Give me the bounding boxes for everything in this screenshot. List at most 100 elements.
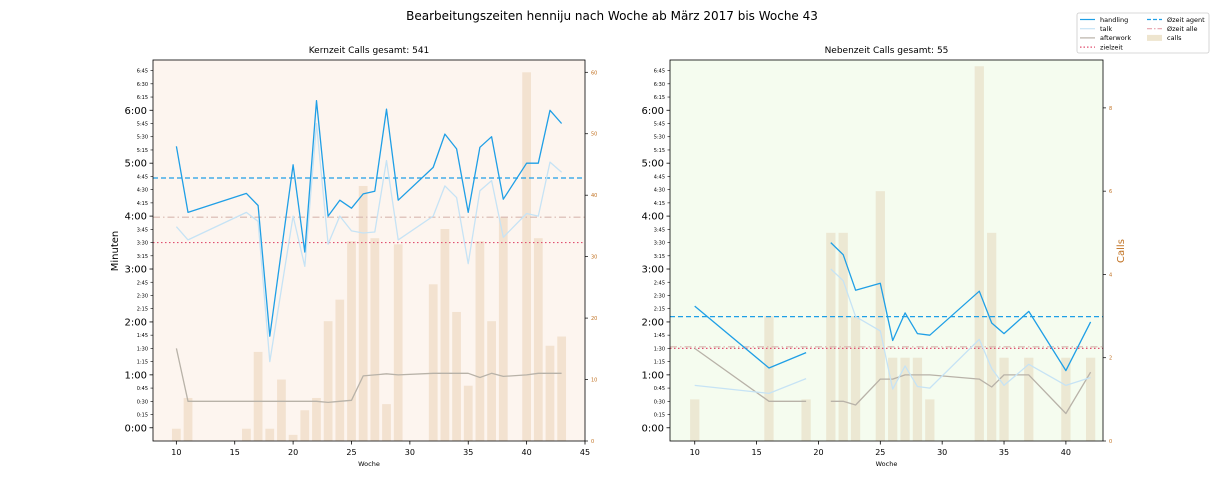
y-minor-tick-label: 6:45	[137, 69, 148, 75]
calls-bar	[1085, 357, 1096, 441]
y-minor-tick-label: 2:45	[654, 280, 665, 286]
y-tick-label: 2:00	[642, 317, 664, 328]
calls-bar	[826, 232, 836, 441]
x-tick-label: 25	[346, 448, 356, 457]
calls-tick-label: 10	[591, 378, 597, 384]
calls-bar	[288, 434, 298, 441]
series-line-talk	[175, 122, 563, 363]
calls-bar	[801, 399, 811, 441]
y-minor-tick-label: 1:45	[137, 333, 148, 339]
plot-frame	[152, 59, 586, 442]
calls-bar	[440, 228, 450, 441]
y-tick-label: 3:00	[125, 265, 147, 276]
calls-bar	[335, 299, 345, 441]
x-tick-label: 15	[230, 448, 240, 457]
x-axis-label: Woche	[358, 460, 380, 468]
y-minor-tick-label: 6:30	[654, 82, 665, 88]
y-tick-label: 1:00	[642, 370, 664, 381]
calls-bar	[900, 357, 910, 441]
calls-tick-label: 4	[1109, 272, 1112, 278]
series-line-talk	[694, 377, 807, 395]
calls-bar	[242, 428, 251, 441]
calls-bar	[974, 66, 984, 441]
y-tick-label: 4:00	[642, 212, 664, 223]
y-minor-tick-label: 2:15	[137, 307, 148, 313]
y-axis-label-minutes: Minuten	[110, 231, 121, 272]
y-minor-tick-label: 1:45	[654, 333, 665, 339]
y-minor-tick-label: 4:15	[654, 201, 665, 207]
calls-tick-label: 8	[1109, 106, 1112, 112]
calls-tick-label: 6	[1109, 189, 1112, 195]
calls-bar	[370, 238, 380, 441]
y-minor-tick-label: 2:45	[137, 280, 148, 286]
y-minor-tick-label: 4:30	[654, 188, 665, 194]
y-minor-tick-label: 5:45	[654, 122, 665, 128]
calls-tick-label: 0	[1109, 439, 1112, 445]
y-minor-tick-label: 4:45	[654, 174, 665, 180]
y-minor-tick-label: 2:30	[654, 293, 665, 299]
calls-bar	[487, 321, 496, 441]
x-tick-label: 35	[463, 448, 473, 457]
calls-tick-label: 40	[591, 193, 597, 199]
calls-bar	[850, 316, 861, 441]
x-tick-label: 45	[580, 448, 590, 457]
y-tick-label: 4:00	[125, 212, 147, 223]
y-axis-label-calls: Calls	[1116, 239, 1127, 263]
chart-title: Kernzeit Calls gesamt: 541	[309, 46, 430, 56]
x-tick-label: 10	[690, 448, 700, 457]
calls-bar	[452, 311, 461, 441]
calls-bar	[498, 216, 508, 441]
x-tick-label: 10	[171, 448, 181, 457]
calls-bar	[323, 321, 333, 441]
legend-label: afterwork	[1100, 34, 1131, 42]
series-line-afterwork	[830, 371, 1092, 415]
calls-bar	[764, 316, 774, 441]
series-line-handling	[175, 100, 563, 337]
calls-tick-label: 50	[591, 132, 597, 138]
calls-bar	[557, 336, 567, 441]
y-minor-tick-label: 5:15	[137, 148, 148, 154]
y-tick-label: 1:00	[125, 370, 147, 381]
y-minor-tick-label: 0:45	[654, 386, 665, 392]
y-minor-tick-label: 3:45	[654, 227, 665, 233]
y-tick-label: 5:00	[125, 159, 147, 170]
legend-label: handling	[1100, 16, 1128, 24]
calls-bar	[171, 428, 181, 441]
calls-bar	[183, 397, 193, 441]
y-tick-label: 3:00	[642, 265, 664, 276]
series-line-handling	[830, 242, 1092, 372]
calls-bar	[312, 397, 321, 441]
y-minor-tick-label: 6:30	[137, 82, 148, 88]
y-minor-tick-label: 2:15	[654, 307, 665, 313]
plot-background	[153, 60, 585, 441]
calls-bar	[475, 241, 485, 441]
legend-swatch-patch	[1147, 34, 1162, 41]
calls-tick-label: 0	[591, 439, 594, 445]
calls-bar	[522, 72, 531, 442]
y-minor-tick-label: 5:15	[654, 148, 665, 154]
y-minor-tick-label: 3:15	[137, 254, 148, 260]
y-minor-tick-label: 0:15	[137, 413, 148, 419]
y-minor-tick-label: 0:15	[654, 413, 665, 419]
y-minor-tick-label: 1:30	[137, 346, 148, 352]
y-tick-label: 6:00	[125, 106, 147, 117]
y-minor-tick-label: 6:45	[654, 69, 665, 75]
y-tick-label: 2:00	[125, 317, 147, 328]
calls-bar	[1024, 357, 1034, 441]
legend-label: Øzeit agent	[1167, 16, 1205, 24]
calls-bar	[265, 428, 275, 441]
legend-box	[1076, 12, 1210, 54]
legend-label: zielzeit	[1100, 43, 1123, 51]
left-chart-kernzeit: Kernzeit Calls gesamt: 541 10 15 20 25 30 35 40…	[125, 46, 598, 468]
calls-tick-label: 20	[591, 316, 597, 322]
legend-label: Øzeit alle	[1167, 25, 1198, 33]
y-minor-tick-label: 4:30	[137, 188, 148, 194]
y-tick-label: 0:00	[125, 423, 147, 434]
y-tick-label: 0:00	[642, 423, 664, 434]
y-minor-tick-label: 5:30	[654, 135, 665, 141]
series-line-afterwork	[694, 347, 807, 402]
y-minor-tick-label: 3:30	[137, 241, 148, 247]
x-tick-label: 35	[999, 448, 1009, 457]
calls-bar	[925, 399, 935, 441]
x-tick-label: 40	[1061, 448, 1071, 457]
